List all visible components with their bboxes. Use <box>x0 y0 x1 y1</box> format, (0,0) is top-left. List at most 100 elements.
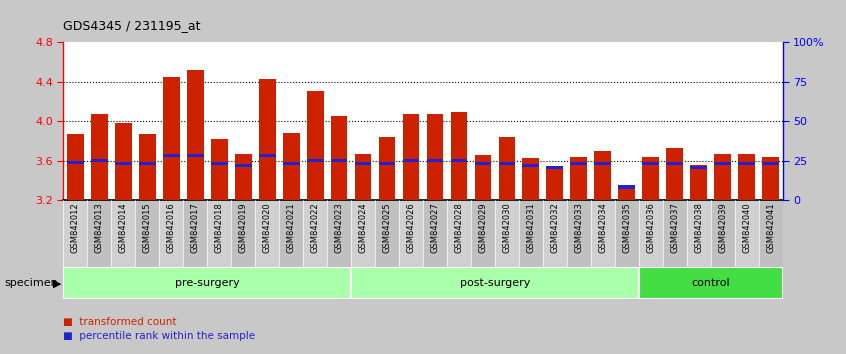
Bar <box>235 154 251 200</box>
Bar <box>595 162 611 165</box>
Bar <box>426 114 443 200</box>
Bar <box>714 154 731 200</box>
Bar <box>375 200 399 267</box>
Text: GSM842017: GSM842017 <box>191 202 200 253</box>
Bar <box>211 139 228 200</box>
Bar <box>163 77 179 200</box>
Bar <box>711 200 734 267</box>
Bar <box>235 164 251 167</box>
Text: GSM842023: GSM842023 <box>335 202 343 253</box>
Bar <box>91 114 107 200</box>
Text: GSM842031: GSM842031 <box>526 202 536 253</box>
Text: GSM842029: GSM842029 <box>479 202 487 253</box>
Bar <box>690 166 707 169</box>
Bar <box>67 161 84 164</box>
Bar <box>259 79 276 200</box>
Bar <box>351 267 639 299</box>
Bar <box>115 162 132 165</box>
Bar <box>331 116 348 200</box>
Bar <box>351 200 375 267</box>
Bar <box>399 200 423 267</box>
Bar <box>642 157 659 200</box>
Text: GSM842037: GSM842037 <box>670 202 679 253</box>
Text: GSM842030: GSM842030 <box>503 202 511 253</box>
Bar <box>426 159 443 162</box>
Bar <box>423 200 447 267</box>
Bar <box>471 200 495 267</box>
Bar <box>184 200 207 267</box>
Text: GSM842024: GSM842024 <box>359 202 367 253</box>
Bar <box>762 162 779 165</box>
Bar <box>115 123 132 200</box>
Text: post-surgery: post-surgery <box>459 278 530 288</box>
Text: GSM842035: GSM842035 <box>623 202 631 253</box>
Bar <box>87 200 112 267</box>
Bar <box>591 200 615 267</box>
Bar <box>543 200 567 267</box>
Text: ▶: ▶ <box>53 278 62 288</box>
Text: ■  transformed count: ■ transformed count <box>63 317 177 327</box>
Text: ■  percentile rank within the sample: ■ percentile rank within the sample <box>63 331 255 341</box>
Text: GSM842033: GSM842033 <box>574 202 583 253</box>
Bar <box>519 200 543 267</box>
Text: GSM842039: GSM842039 <box>718 202 727 253</box>
Bar <box>739 162 755 165</box>
Bar <box>639 267 783 299</box>
Bar <box>63 200 87 267</box>
Bar <box>523 158 539 200</box>
Bar <box>447 200 471 267</box>
Text: GSM842027: GSM842027 <box>431 202 439 253</box>
Text: GSM842021: GSM842021 <box>287 202 295 253</box>
Text: GSM842032: GSM842032 <box>551 202 559 253</box>
Bar <box>667 162 683 165</box>
Bar <box>734 200 759 267</box>
Bar <box>570 162 587 165</box>
Bar <box>523 164 539 167</box>
Bar <box>112 200 135 267</box>
Text: GSM842025: GSM842025 <box>382 202 392 253</box>
Bar <box>714 162 731 165</box>
Bar <box>739 154 755 200</box>
Bar <box>475 155 492 200</box>
Bar <box>642 162 659 165</box>
Bar <box>547 167 563 200</box>
Bar <box>618 185 635 189</box>
Bar <box>207 200 231 267</box>
Bar <box>91 159 107 162</box>
Bar <box>451 159 467 162</box>
Text: GSM842012: GSM842012 <box>71 202 80 253</box>
Bar <box>67 134 84 200</box>
Bar <box>307 159 323 162</box>
Bar <box>327 200 351 267</box>
Bar <box>595 151 611 200</box>
Bar <box>498 162 515 165</box>
Bar <box>331 159 348 162</box>
Bar <box>690 165 707 200</box>
Bar <box>187 154 204 158</box>
Bar <box>762 157 779 200</box>
Bar <box>403 159 420 162</box>
Bar <box>259 154 276 158</box>
Bar <box>163 154 179 158</box>
Bar <box>354 162 371 165</box>
Text: GSM842019: GSM842019 <box>239 202 248 253</box>
Text: GSM842036: GSM842036 <box>646 202 655 253</box>
Bar <box>303 200 327 267</box>
Bar <box>354 154 371 200</box>
Bar <box>547 166 563 169</box>
Text: pre-surgery: pre-surgery <box>175 278 239 288</box>
Text: GSM842018: GSM842018 <box>215 202 223 253</box>
Bar <box>475 162 492 165</box>
Bar <box>403 114 420 200</box>
Bar <box>570 157 587 200</box>
Bar <box>307 91 323 200</box>
Bar <box>662 200 687 267</box>
Bar <box>135 200 159 267</box>
Bar <box>255 200 279 267</box>
Bar <box>379 162 395 165</box>
Bar <box>451 112 467 200</box>
Text: GSM842038: GSM842038 <box>695 202 703 253</box>
Bar <box>639 200 662 267</box>
Bar <box>231 200 255 267</box>
Text: GSM842034: GSM842034 <box>598 202 607 253</box>
